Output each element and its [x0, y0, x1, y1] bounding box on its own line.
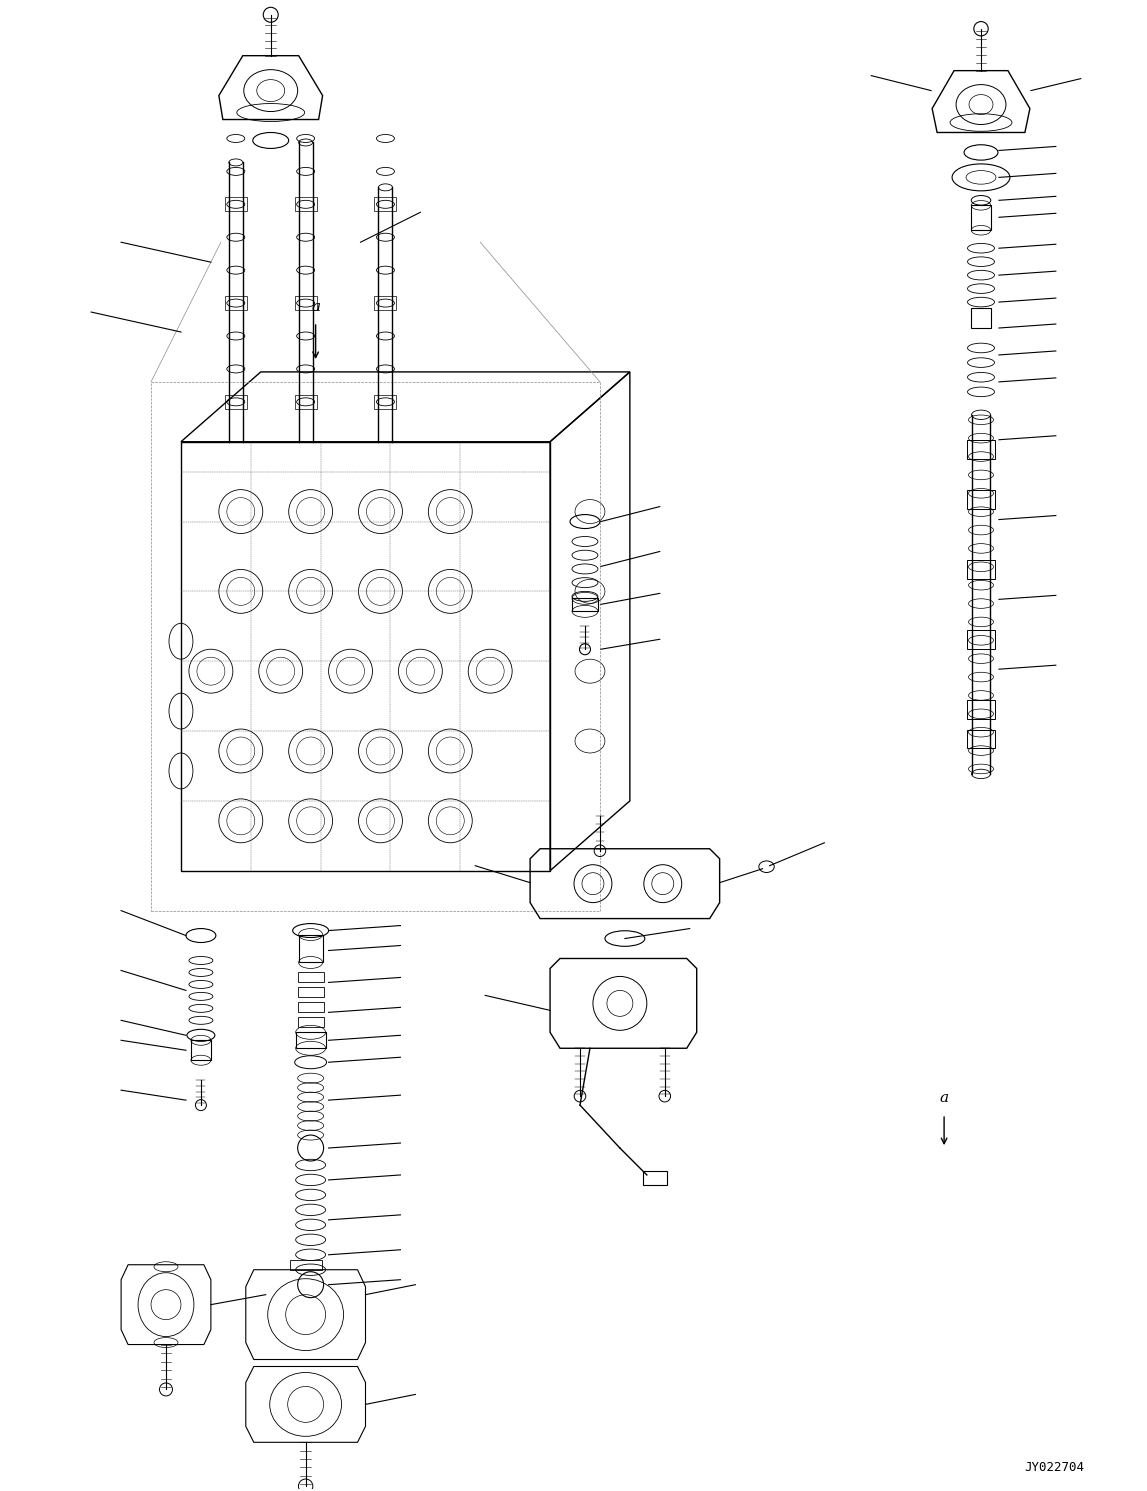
Bar	[642, 1170, 666, 1185]
Bar	[296, 1032, 326, 1048]
Bar	[225, 395, 247, 409]
Bar	[298, 972, 323, 983]
Bar	[295, 395, 317, 409]
Bar	[190, 1041, 211, 1060]
Bar	[972, 206, 991, 230]
Bar	[298, 935, 322, 963]
Bar	[295, 197, 317, 212]
Bar	[298, 1002, 323, 1012]
Bar	[967, 491, 996, 508]
Bar	[374, 197, 397, 212]
Bar	[151, 382, 600, 911]
Bar	[967, 729, 996, 748]
Bar	[374, 297, 397, 310]
Bar	[967, 699, 996, 719]
Bar	[298, 987, 323, 997]
Bar	[290, 1260, 321, 1270]
Text: a: a	[939, 1091, 949, 1105]
Bar	[967, 629, 996, 649]
Bar	[572, 598, 598, 611]
Bar	[298, 1017, 323, 1027]
Bar	[972, 309, 991, 328]
Text: JY022704: JY022704	[1024, 1461, 1084, 1473]
Bar	[295, 297, 317, 310]
Bar	[967, 561, 996, 579]
Bar	[374, 395, 397, 409]
Bar	[225, 297, 247, 310]
Bar	[225, 197, 247, 212]
Bar	[967, 440, 996, 459]
Text: a: a	[311, 300, 320, 315]
